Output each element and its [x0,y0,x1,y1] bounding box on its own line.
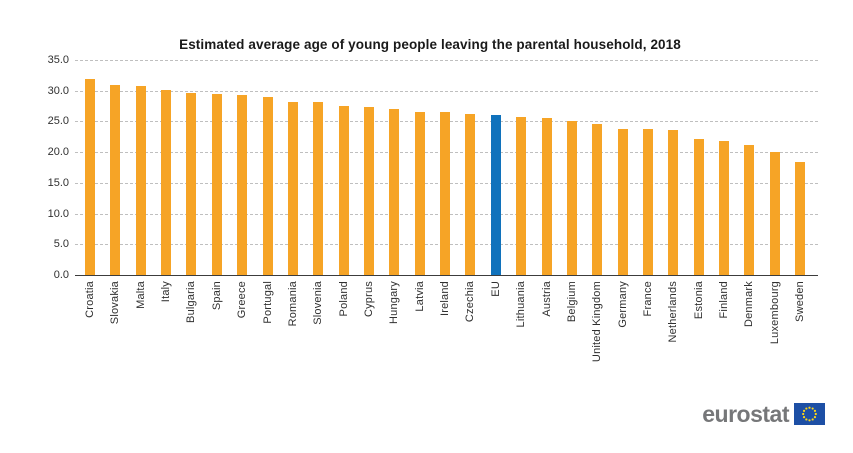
x-tick-label-belgium: Belgium [565,281,578,323]
bar-germany [617,129,628,275]
x-tick-label-estonia: Estonia [692,281,705,320]
y-tick-label: 10.0 [47,207,69,220]
y-tick-label: 20.0 [47,146,69,159]
x-tick-label-slovakia: Slovakia [109,281,122,325]
bar-poland [338,106,349,275]
bar-czechia [465,114,476,275]
x-tick-label-eu: EU [489,281,502,297]
y-tick-label: 35.0 [47,54,69,66]
x-tick-label-germany: Germany [616,281,629,328]
x-tick-label-portugal: Portugal [261,281,274,324]
x-tick-label-hungary: Hungary [388,281,401,324]
x-tick-label-spain: Spain [210,281,223,311]
x-tick-label-croatia: Croatia [84,281,96,318]
bar-latvia [414,111,425,275]
gridline-35.0 [75,60,818,61]
x-tick-label-latvia: Latvia [413,281,426,312]
x-tick-label-czechia: Czechia [464,281,477,323]
bar-greece [237,95,248,275]
bar-france [642,129,653,275]
bar-spain [211,93,222,275]
gridline-30.0 [75,90,818,92]
x-tick-label-greece: Greece [236,281,249,319]
y-tick-label: 15.0 [47,176,69,189]
x-tick-label-poland: Poland [337,281,350,317]
x-tick-label-cyprus: Cyprus [363,281,375,318]
x-tick-label-slovenia: Slovenia [312,281,325,325]
bar-hungary [389,109,400,275]
chart-title: Estimated average age of young people le… [179,37,681,52]
bar-malta [135,86,146,275]
bar-ireland [440,112,450,275]
x-tick-label-ireland: Ireland [439,281,451,317]
bar-italy [161,90,172,275]
x-axis-line [75,275,818,276]
bar-netherlands [668,130,679,275]
x-tick-label-romania: Romania [286,281,299,327]
eurostat-logo: eurostat [702,399,825,429]
bar-lithuania [516,116,527,275]
bar-slovenia [313,102,324,275]
y-tick-label: 30.0 [47,84,69,97]
bar-united-kingdom [592,123,603,275]
eu-flag-icon [794,403,825,425]
bar-romania [287,101,298,275]
bar-bulgaria [186,93,197,275]
x-tick-label-finland: Finland [718,281,730,319]
bar-estonia [693,138,704,275]
bar-finland [719,140,729,275]
bar-sweden [795,162,806,275]
bar-cyprus [364,107,374,275]
y-tick-label: 0.0 [53,269,69,281]
bar-austria [541,117,552,275]
x-tick-label-luxembourg: Luxembourg [768,281,781,345]
y-tick-label: 25.0 [47,115,69,128]
bar-slovakia [110,85,121,275]
x-tick-label-netherlands: Netherlands [667,281,680,343]
x-tick-label-lithuania: Lithuania [515,281,528,328]
x-tick-label-bulgaria: Bulgaria [185,281,198,323]
bar-eu [490,115,501,275]
bar-belgium [566,120,577,275]
x-tick-label-malta: Malta [134,281,147,309]
x-tick-label-italy: Italy [160,281,173,303]
eurostat-logo-text: eurostat [702,401,789,427]
y-tick-label: 5.0 [53,238,69,251]
x-tick-label-france: France [641,281,654,317]
bar-portugal [262,96,273,275]
bar-croatia [85,79,95,275]
bar-denmark [744,145,755,275]
x-tick-label-austria: Austria [540,281,553,317]
x-tick-label-denmark: Denmark [743,281,756,328]
bar-luxembourg [769,152,780,275]
x-tick-label-sweden: Sweden [794,281,807,322]
x-tick-label-united-kingdom: United Kingdom [591,281,604,363]
